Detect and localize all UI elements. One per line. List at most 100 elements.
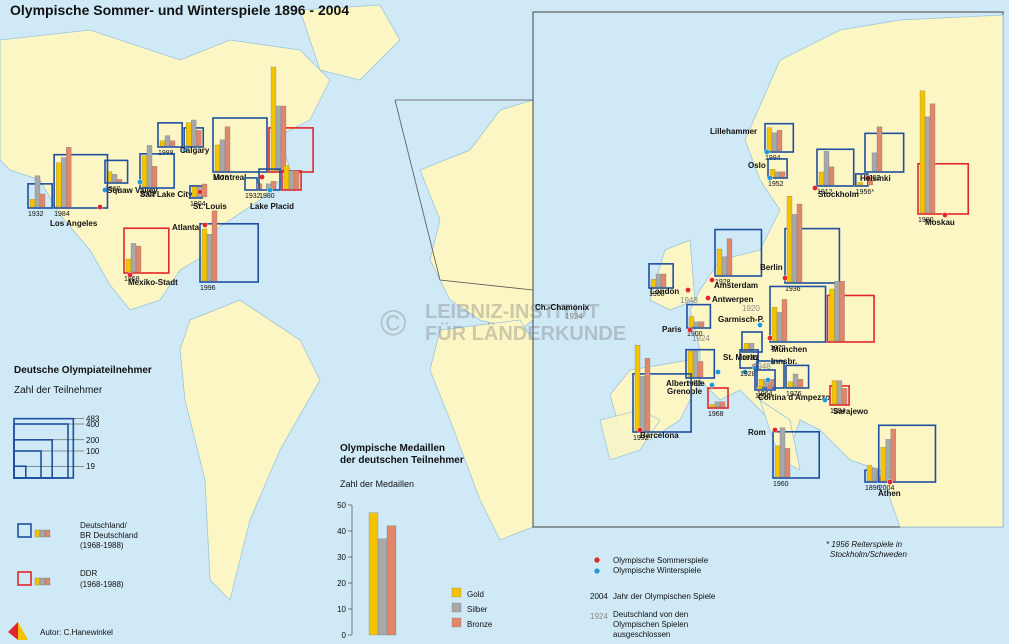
participants-box bbox=[767, 158, 788, 179]
medal-bar bbox=[924, 116, 931, 214]
medal-bar bbox=[929, 103, 936, 214]
title: Olympische Sommer- und Winterspiele 1896… bbox=[10, 2, 349, 18]
team-legend-box bbox=[17, 523, 32, 538]
medal-bar bbox=[111, 174, 118, 183]
city-label: München bbox=[772, 345, 807, 354]
city-label: Lillehammer bbox=[710, 127, 757, 136]
year-label: 1972 bbox=[770, 345, 786, 352]
legend-label: Gold bbox=[467, 590, 484, 599]
year-label: 1900 bbox=[687, 331, 703, 338]
medal-bar bbox=[890, 428, 896, 482]
medal-bar bbox=[797, 379, 804, 388]
city-label: Stockholm bbox=[818, 190, 859, 199]
medal-bar bbox=[919, 90, 926, 214]
city-dot bbox=[709, 382, 715, 388]
city-dot bbox=[822, 397, 828, 403]
medal-bar bbox=[195, 130, 202, 147]
medal-bar bbox=[758, 379, 765, 388]
city-label: Paris bbox=[662, 325, 682, 334]
year-label: 1924 bbox=[692, 334, 710, 343]
legend-value: 200 bbox=[86, 436, 100, 445]
medal-bar bbox=[857, 182, 863, 186]
year-label: 1976 bbox=[786, 391, 802, 398]
legend-value: 483 bbox=[86, 415, 100, 424]
watermark-text: FÜR LÄNDERKUNDE bbox=[425, 322, 626, 345]
chart-title: der deutschen Teilnehmer bbox=[340, 455, 464, 466]
year-label: 1948 bbox=[753, 362, 771, 371]
author: Autor: C.Hanewinkel bbox=[40, 628, 113, 637]
participants-box bbox=[53, 153, 109, 209]
participants-box bbox=[104, 159, 129, 184]
city-label: Oslo bbox=[748, 161, 766, 170]
medal-bar bbox=[716, 248, 723, 276]
city-label: Los Angeles bbox=[50, 219, 98, 228]
year-label: 1920 bbox=[742, 304, 760, 313]
bar bbox=[386, 525, 397, 636]
year-label: 1968 bbox=[124, 276, 140, 283]
medal-bar bbox=[774, 445, 781, 478]
medal-bar bbox=[214, 144, 221, 172]
legend-text: ausgeschlossen bbox=[613, 630, 670, 639]
medal-bar bbox=[721, 256, 728, 276]
medal-bar bbox=[135, 245, 142, 273]
participants-box bbox=[826, 294, 875, 343]
medal-bar bbox=[748, 343, 755, 352]
medal-bar bbox=[660, 273, 667, 288]
medal-bar bbox=[831, 380, 838, 405]
land bbox=[0, 4, 534, 601]
city-dot bbox=[764, 149, 770, 155]
medal-bar bbox=[211, 210, 218, 282]
medal-bar bbox=[871, 152, 878, 172]
bar bbox=[377, 538, 388, 636]
city-label: Grenoble bbox=[667, 387, 703, 396]
medal-bar bbox=[29, 199, 36, 208]
city-label: Innsbr. bbox=[771, 357, 797, 366]
medal-bar bbox=[191, 186, 198, 198]
year-label: 1980 bbox=[259, 193, 275, 200]
year-label: 1908 bbox=[649, 291, 665, 298]
legend-label: Silber bbox=[467, 605, 488, 614]
medal-bar bbox=[164, 135, 171, 147]
medal-bar bbox=[709, 404, 716, 408]
city-label: Lake Placid bbox=[250, 202, 294, 211]
year-label: 2004 bbox=[879, 485, 895, 492]
legend-summer bbox=[594, 557, 600, 563]
medal-bar bbox=[201, 228, 208, 282]
legend-text: Olympische Winterspiele bbox=[613, 566, 702, 575]
legend-text: Deutschland/ bbox=[80, 521, 127, 530]
city-label: Salt Lake City bbox=[140, 190, 193, 199]
year-label: 1952 bbox=[865, 175, 881, 182]
city-dot bbox=[267, 187, 273, 193]
legend-value: 100 bbox=[86, 447, 100, 456]
city-dot bbox=[197, 189, 203, 195]
medal-bar bbox=[190, 119, 197, 147]
y-tick-label: 30 bbox=[337, 553, 346, 562]
year-label: 1984 bbox=[830, 408, 846, 415]
legend-title: Deutsche Olympiateilnehmer bbox=[14, 365, 152, 376]
city-dot bbox=[887, 479, 893, 485]
y-tick-label: 10 bbox=[337, 605, 346, 614]
city-dot bbox=[942, 212, 948, 218]
medal-bar bbox=[839, 281, 845, 342]
year-label: 1932 bbox=[245, 193, 261, 200]
participants-box bbox=[157, 122, 183, 148]
year-label: 1928 bbox=[715, 279, 731, 286]
legend-value: 400 bbox=[86, 420, 100, 429]
note: Stockholm/Schweden bbox=[830, 550, 907, 559]
medal-bar bbox=[876, 126, 883, 172]
city-dot bbox=[709, 277, 715, 283]
medal-bar bbox=[774, 171, 781, 178]
medal-bar bbox=[55, 162, 62, 208]
team-legend-bar bbox=[34, 529, 41, 538]
year-label: 1976 bbox=[213, 175, 229, 182]
medal-bar bbox=[639, 376, 646, 432]
participants-box bbox=[123, 227, 170, 274]
year-label: 1924 bbox=[565, 312, 583, 321]
city-dot bbox=[259, 174, 265, 180]
medal-bar bbox=[836, 380, 843, 405]
city-dot bbox=[765, 377, 771, 383]
team-legend-bar bbox=[34, 577, 41, 586]
participants-box bbox=[769, 285, 827, 343]
city-label: Squaw Valley bbox=[107, 186, 158, 195]
medal-bar bbox=[697, 361, 704, 378]
